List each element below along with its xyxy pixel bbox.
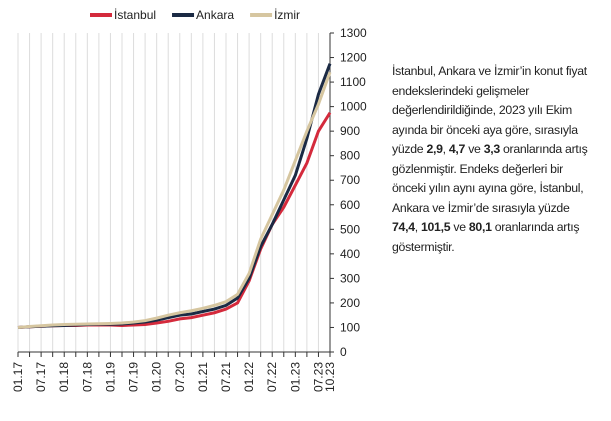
- legend-label: İstanbul: [114, 8, 156, 22]
- note-number: 80,1: [468, 220, 492, 234]
- note-text: ve: [450, 220, 469, 234]
- y-tick-label: 400: [340, 247, 360, 261]
- chart: 0 100 200 300 400 500 600 700 800 900 1000 1100 1200…: [11, 8, 367, 392]
- y-tick-label: 900: [340, 124, 360, 138]
- y-tick-label: 600: [340, 198, 360, 212]
- x-tick-label: 01.22: [242, 362, 256, 392]
- note-number: 101,5: [420, 220, 451, 234]
- note-text: İstanbul, Ankara ve İzmir’in konut fiyat…: [392, 64, 587, 156]
- y-tick-label: 300: [340, 271, 360, 285]
- note-number: 74,4: [392, 220, 415, 234]
- note: İstanbul, Ankara ve İzmir’in konut fiyat…: [392, 62, 592, 257]
- x-tick-label: 10.23: [323, 362, 337, 392]
- y-tick-label: 1100: [340, 75, 366, 89]
- x-tick-label: 01.17: [11, 362, 25, 392]
- y-tick-label: 0: [340, 345, 347, 359]
- x-tick-label: 07.21: [219, 362, 233, 392]
- y-tick-label: 800: [340, 149, 360, 163]
- legend-label: Ankara: [196, 8, 234, 22]
- x-tick-label: 01.19: [103, 362, 117, 392]
- y-tick-label: 1200: [340, 51, 367, 65]
- note-text: ve: [465, 142, 484, 156]
- x-tick-label: 01.20: [150, 362, 164, 392]
- x-tick-label: 07.17: [34, 362, 48, 392]
- y-tick-label: 100: [340, 320, 360, 334]
- note-number: 3,3: [483, 142, 501, 156]
- x-tick-label: 01.21: [196, 362, 210, 392]
- y-tick-label: 700: [340, 173, 360, 187]
- y-tick-label: 200: [340, 296, 360, 310]
- note-text: oranlarında artış gözlenmiştir. Endeks d…: [392, 142, 588, 215]
- line: [17, 63, 332, 329]
- x-tick-label: 01.23: [288, 362, 302, 392]
- legend-label: İzmir: [274, 8, 300, 22]
- line: [17, 71, 332, 329]
- note-number: 4,7: [448, 142, 466, 156]
- line: [17, 111, 332, 329]
- x-tick-label: 07.22: [265, 362, 279, 392]
- x-tick-label: 07.19: [127, 362, 141, 392]
- x-tick-label: 07.20: [173, 362, 187, 392]
- y-tick-label: 1000: [340, 100, 367, 114]
- x-tick-label: 07.23: [311, 362, 325, 392]
- note-text: ,: [442, 142, 449, 156]
- x-tick-label: 07.18: [80, 362, 94, 392]
- y-tick-label: 500: [340, 222, 360, 236]
- y-tick-label: 1300: [340, 26, 367, 40]
- x-tick-label: 01.18: [57, 362, 71, 392]
- note-text: oranlarında artış göstermiştir.: [392, 220, 580, 254]
- note-number: 2,9: [426, 142, 443, 156]
- note-text: ,: [414, 220, 421, 234]
